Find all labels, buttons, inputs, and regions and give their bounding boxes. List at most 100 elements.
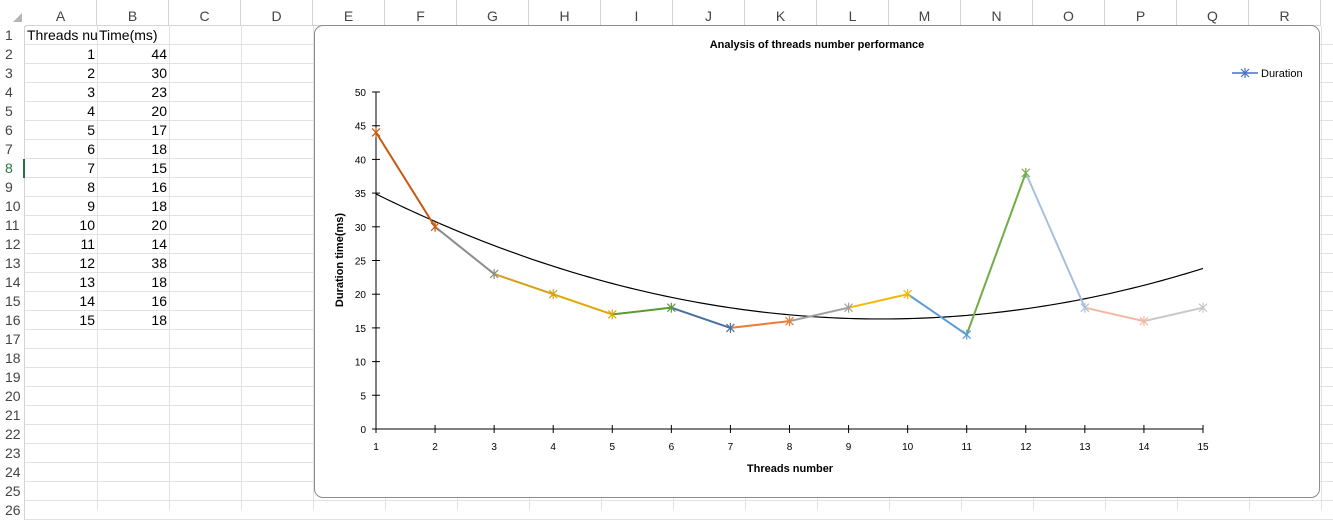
cell-a14[interactable]: 13 — [79, 274, 95, 290]
cell-b9[interactable]: 16 — [151, 179, 167, 195]
cell-a7[interactable]: 6 — [87, 141, 95, 157]
column-header-n[interactable]: N — [961, 0, 1033, 26]
column-header-e[interactable]: E — [313, 0, 385, 26]
column-header-b[interactable]: B — [97, 0, 169, 26]
cell-b12[interactable]: 14 — [151, 236, 167, 252]
row-header-1[interactable]: 1 — [0, 26, 25, 45]
row-header-23[interactable]: 23 — [0, 444, 25, 463]
data-point-marker[interactable] — [666, 302, 676, 313]
cell-b15[interactable]: 16 — [151, 293, 167, 309]
series-segment — [375, 131, 437, 228]
cell-b1[interactable]: Time(ms) — [99, 27, 158, 43]
column-header-h[interactable]: H — [529, 0, 601, 26]
cell-a12[interactable]: 11 — [80, 236, 95, 252]
cell-a6[interactable]: 5 — [87, 122, 95, 138]
column-header-j[interactable]: J — [673, 0, 745, 26]
cell-a9[interactable]: 8 — [87, 179, 95, 195]
trendline-path — [375, 193, 1204, 320]
cell-b16[interactable]: 18 — [151, 312, 167, 328]
cell-a11[interactable]: 10 — [79, 217, 95, 233]
row-header-26[interactable]: 26 — [0, 501, 25, 520]
cell-b4[interactable]: 23 — [151, 84, 167, 100]
cell-a2[interactable]: 1 — [87, 46, 95, 62]
chart-area[interactable]: Analysis of threads number performance T… — [314, 25, 1320, 498]
data-point-marker[interactable] — [844, 302, 853, 313]
cell-a10[interactable]: 9 — [87, 198, 95, 214]
column-header-q[interactable]: Q — [1177, 0, 1249, 26]
data-point-marker[interactable] — [548, 289, 558, 300]
data-point-marker[interactable] — [785, 316, 794, 327]
series-segment — [729, 320, 791, 329]
cell-b6[interactable]: 17 — [151, 122, 167, 138]
column-header-c[interactable]: C — [169, 0, 241, 26]
cell-a15[interactable]: 14 — [79, 293, 95, 309]
cell-a1[interactable]: Threads nu — [27, 27, 97, 43]
row-header-8[interactable]: 8 — [0, 159, 25, 178]
row-header-25[interactable]: 25 — [0, 482, 25, 501]
select-all-corner[interactable] — [0, 0, 26, 27]
cell-a8[interactable]: 7 — [87, 160, 95, 176]
row-header-20[interactable]: 20 — [0, 387, 25, 406]
row-header-3[interactable]: 3 — [0, 64, 25, 83]
cell-b5[interactable]: 20 — [151, 103, 167, 119]
row-header-16[interactable]: 16 — [0, 311, 25, 330]
row-header-7[interactable]: 7 — [0, 140, 25, 159]
data-point-marker[interactable] — [1139, 316, 1149, 327]
column-header-p[interactable]: P — [1105, 0, 1177, 26]
column-header-i[interactable]: I — [601, 0, 673, 26]
column-header-r[interactable]: R — [1249, 0, 1321, 26]
row-header-2[interactable]: 2 — [0, 45, 25, 64]
row-header-12[interactable]: 12 — [0, 235, 25, 254]
data-point-marker[interactable] — [1080, 302, 1090, 313]
cell-a4[interactable]: 3 — [87, 84, 95, 100]
column-header-l[interactable]: L — [817, 0, 889, 26]
row-header-19[interactable]: 19 — [0, 368, 25, 387]
cell-a5[interactable]: 4 — [87, 103, 95, 119]
data-point-marker[interactable] — [607, 309, 617, 320]
cell-b8[interactable]: 15 — [151, 160, 167, 176]
row-header-4[interactable]: 4 — [0, 83, 25, 102]
column-header-a[interactable]: A — [25, 0, 97, 26]
cell-b13[interactable]: 38 — [151, 255, 167, 271]
row-header-24[interactable]: 24 — [0, 463, 25, 482]
data-point-marker[interactable] — [1198, 302, 1208, 313]
row-header-5[interactable]: 5 — [0, 102, 25, 121]
cell-b10[interactable]: 18 — [151, 198, 167, 214]
column-header-f[interactable]: F — [385, 0, 457, 26]
row-header-11[interactable]: 11 — [0, 216, 25, 235]
row-header-15[interactable]: 15 — [0, 292, 25, 311]
row-header-17[interactable]: 17 — [0, 330, 25, 349]
cell-b3[interactable]: 30 — [151, 65, 167, 81]
cell-b11[interactable]: 20 — [151, 217, 167, 233]
cell-b2[interactable]: 44 — [151, 46, 167, 62]
data-point-marker[interactable] — [489, 268, 499, 279]
series-segment — [493, 272, 555, 296]
row-header-18[interactable]: 18 — [0, 349, 25, 368]
row-header-10[interactable]: 10 — [0, 197, 25, 216]
row-header-6[interactable]: 6 — [0, 121, 25, 140]
column-header-m[interactable]: M — [889, 0, 961, 26]
cell-a13[interactable]: 12 — [79, 255, 95, 271]
column-header-k[interactable]: K — [745, 0, 817, 26]
column-header-o[interactable]: O — [1033, 0, 1105, 26]
row-header-14[interactable]: 14 — [0, 273, 25, 292]
cell-a3[interactable]: 2 — [87, 65, 95, 81]
data-point-marker[interactable] — [726, 322, 735, 333]
column-header-g[interactable]: G — [457, 0, 529, 26]
column-header-d[interactable]: D — [241, 0, 313, 26]
y-tick-label: 0 — [360, 425, 366, 436]
cell-b7[interactable]: 18 — [151, 141, 167, 157]
row-header-9[interactable]: 9 — [0, 178, 25, 197]
data-point-marker[interactable] — [371, 127, 381, 138]
y-tick-label: 45 — [355, 122, 367, 133]
cell-b14[interactable]: 18 — [151, 274, 167, 290]
data-point-marker[interactable] — [903, 289, 913, 300]
data-point-marker[interactable] — [1021, 167, 1031, 178]
cell-a16[interactable]: 15 — [79, 312, 95, 328]
row-header-13[interactable]: 13 — [0, 254, 25, 273]
row-header-22[interactable]: 22 — [0, 425, 25, 444]
data-point-marker[interactable] — [962, 329, 972, 340]
row-header-21[interactable]: 21 — [0, 406, 25, 425]
chart-legend[interactable]: Duration — [1232, 68, 1303, 80]
data-point-marker[interactable] — [430, 221, 440, 232]
